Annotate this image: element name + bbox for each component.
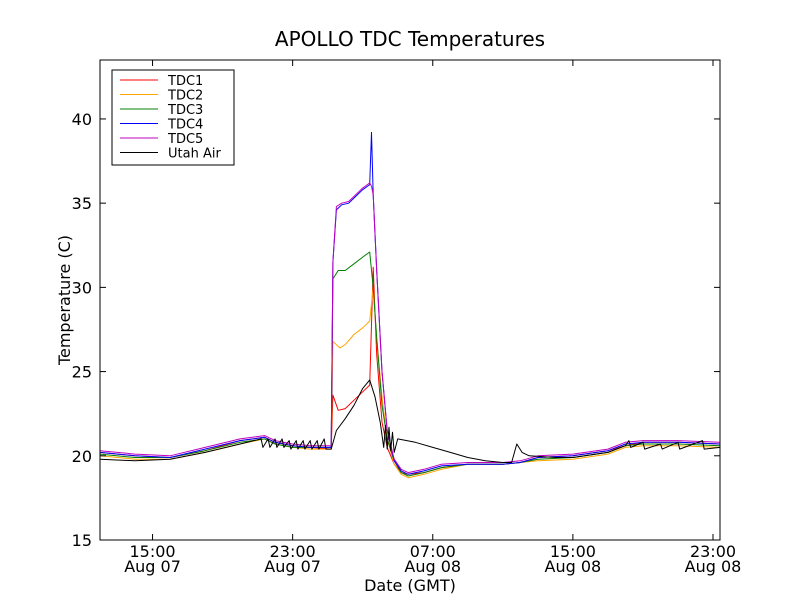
x-tick-label-date: Aug 07: [124, 557, 181, 576]
x-tick-label-time: 07:00: [410, 542, 456, 561]
y-tick-label: 25: [72, 363, 92, 382]
chart-title: APOLLO TDC Temperatures: [275, 27, 545, 51]
legend-box: [111, 69, 235, 166]
x-tick-label-time: 15:00: [129, 542, 175, 561]
series-line-tdc4: [100, 131, 720, 475]
series-layer: [100, 131, 720, 479]
x-tick-label-date: Aug 08: [545, 557, 602, 576]
x-tick-label-date: Aug 08: [685, 557, 742, 576]
y-tick-label: 35: [72, 194, 92, 213]
x-tick-label-time: 23:00: [690, 542, 736, 561]
legend-label-tdc1: TDC1: [167, 74, 203, 89]
series-line-tdc3: [100, 251, 720, 477]
y-axis-label: Temperature (C): [55, 235, 74, 366]
series-line-tdc5: [100, 182, 720, 474]
y-tick-label: 15: [72, 531, 92, 550]
series-line-tdc2: [100, 286, 720, 479]
x-tick-label-time: 15:00: [550, 542, 596, 561]
y-tick-label: 30: [72, 278, 92, 297]
x-tick-label-date: Aug 08: [404, 557, 461, 576]
legend-label-tdc4: TDC4: [167, 118, 203, 133]
series-line-utah-air: [100, 379, 720, 463]
plot-frame: [99, 59, 721, 541]
legend-label-tdc5: TDC5: [167, 132, 203, 147]
legend-label-tdc2: TDC2: [167, 89, 203, 104]
x-tick-label-time: 23:00: [270, 542, 316, 561]
y-tick-label: 40: [72, 110, 92, 129]
x-tick-label-date: Aug 07: [264, 557, 321, 576]
legend-label-tdc3: TDC3: [167, 103, 203, 118]
legend-label-utah-air: Utah Air: [168, 147, 221, 162]
y-tick-label: 20: [72, 447, 92, 466]
x-axis-label: Date (GMT): [364, 576, 456, 595]
